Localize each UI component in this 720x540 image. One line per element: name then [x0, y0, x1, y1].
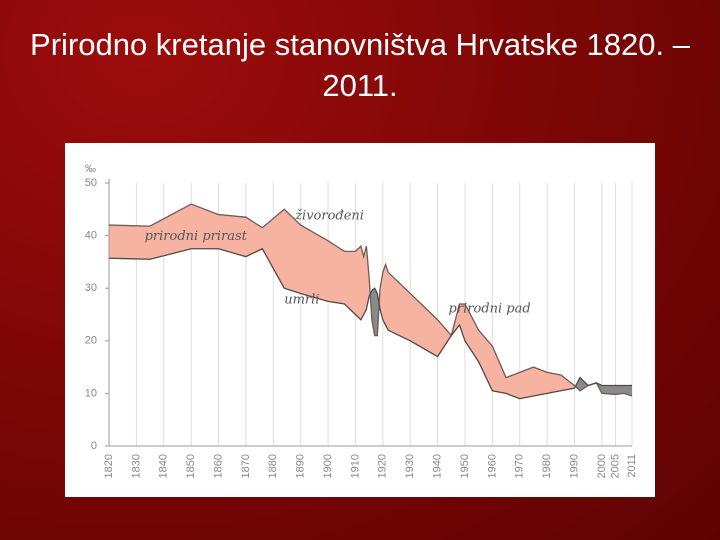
series-label: živorođeni — [294, 209, 364, 224]
series-label: umrli — [284, 292, 319, 307]
x-tick-label: 1860 — [212, 454, 224, 478]
x-tick-label: 1830 — [130, 454, 142, 478]
annotation: prirodni pad — [449, 302, 531, 317]
x-tick-label: 1840 — [158, 454, 170, 478]
x-tick-label: 1910 — [349, 454, 361, 478]
x-tick-label: 2000 — [596, 454, 608, 478]
x-tick-label: 1900 — [322, 454, 334, 478]
x-tick-label: 1990 — [568, 454, 580, 478]
x-tick-label: 1820 — [103, 454, 115, 478]
x-tick-label: 1980 — [541, 454, 553, 478]
x-tick-label: 1850 — [185, 454, 197, 478]
x-tick-label: 1950 — [459, 454, 471, 478]
slide-title: Prirodno kretanje stanovništva Hrvatske … — [30, 27, 690, 103]
x-tick-label: 1930 — [404, 454, 416, 478]
x-tick-label: 1870 — [240, 454, 252, 478]
chart-background — [65, 143, 655, 497]
x-tick-label: 1880 — [267, 454, 279, 478]
x-tick-label: 1890 — [295, 454, 307, 478]
y-tick-label: 0 — [91, 440, 97, 452]
x-tick-label: 1920 — [377, 454, 389, 478]
y-tick-label: 50 — [85, 177, 97, 189]
x-tick-label: 1940 — [431, 454, 443, 478]
annotation: prirodni prirast — [145, 229, 248, 244]
y-tick-label: 20 — [85, 335, 97, 347]
y-axis-unit: ‰ — [85, 163, 96, 175]
x-tick-label: 2011 — [626, 454, 638, 478]
y-tick-label: 10 — [85, 387, 97, 399]
y-tick-label: 30 — [85, 282, 97, 294]
series-line — [108, 247, 632, 400]
x-tick-label: 1970 — [514, 454, 526, 478]
chart: 1820 1830 1840 1850 1860 1870 1880 1890 1900 1910… — [65, 143, 655, 497]
y-tick-label: 40 — [85, 230, 97, 242]
x-tick-label: 2005 — [609, 454, 621, 478]
x-tick-label: 1960 — [486, 454, 498, 478]
